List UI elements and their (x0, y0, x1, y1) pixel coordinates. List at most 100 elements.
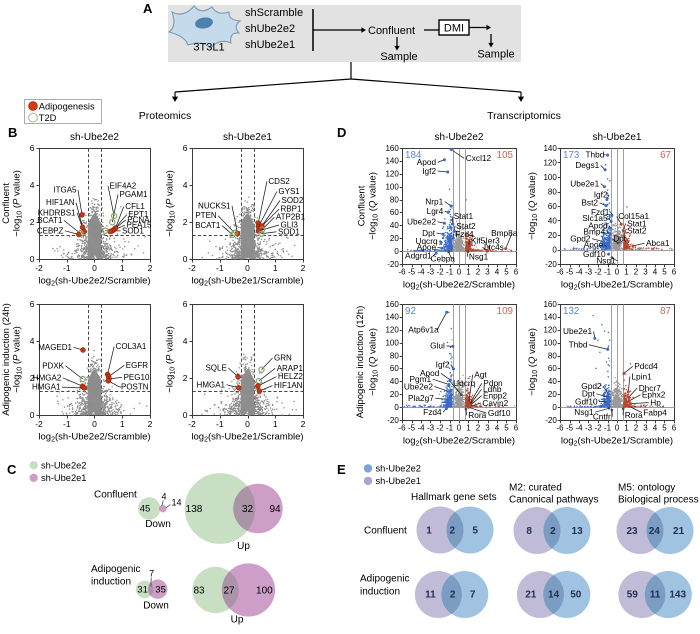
svg-text:-20: -20 (387, 416, 399, 425)
svg-text:−log10 (P value): −log10 (P value) (12, 326, 24, 393)
svg-text:D: D (337, 125, 346, 140)
svg-text:EIF4A2: EIF4A2 (110, 181, 137, 190)
svg-text:log2(sh-Ube2e2/Scramble): log2(sh-Ube2e2/Scramble) (403, 280, 515, 292)
svg-text:PTEN: PTEN (195, 211, 217, 220)
svg-text:−log10 (P value): −log10 (P value) (165, 326, 177, 393)
svg-text:Bmp8a: Bmp8a (491, 228, 518, 238)
svg-text:PEG10: PEG10 (124, 373, 150, 382)
svg-text:Adipogenesis: Adipogenesis (39, 101, 95, 111)
svg-text:2: 2 (301, 419, 306, 429)
svg-text:Ltc4s: Ltc4s (484, 242, 504, 252)
svg-text:Glul: Glul (430, 341, 445, 351)
svg-text:CFL1: CFL1 (125, 202, 145, 211)
svg-text:induction: induction (91, 577, 131, 588)
svg-text:Fzd4: Fzd4 (423, 407, 442, 417)
svg-text:140: 140 (543, 144, 557, 153)
svg-text:Ube2e1: Ube2e1 (563, 326, 592, 336)
svg-text:Cntfr: Cntfr (593, 412, 611, 422)
svg-text:sh-Ube2e1: sh-Ube2e1 (593, 132, 642, 143)
svg-text:40: 40 (390, 221, 399, 230)
svg-text:-5: -5 (566, 424, 574, 433)
svg-text:13: 13 (572, 526, 584, 537)
svg-text:EPT1: EPT1 (128, 210, 149, 219)
svg-text:0: 0 (183, 410, 188, 420)
svg-text:Cavin2: Cavin2 (482, 398, 508, 408)
svg-text:140: 140 (385, 313, 399, 322)
svg-text:Nsg1: Nsg1 (574, 407, 594, 417)
svg-text:2: 2 (30, 373, 35, 383)
svg-text:Lpin1: Lpin1 (631, 371, 652, 381)
svg-text:-3: -3 (427, 268, 435, 277)
svg-text:Bmp4: Bmp4 (583, 226, 605, 236)
svg-text:100: 100 (256, 586, 273, 597)
svg-text:5: 5 (504, 424, 509, 433)
svg-text:HMGA1: HMGA1 (197, 380, 226, 389)
svg-text:80: 80 (390, 351, 399, 360)
svg-text:-1: -1 (216, 419, 224, 429)
svg-text:24: 24 (649, 526, 661, 537)
svg-text:Ube2e2: Ube2e2 (407, 217, 436, 227)
svg-text:2: 2 (30, 217, 35, 227)
svg-text:20: 20 (548, 231, 557, 240)
svg-text:Atp6v1a: Atp6v1a (408, 325, 439, 335)
svg-text:E: E (337, 462, 346, 477)
svg-text:11: 11 (650, 590, 661, 601)
svg-text:ITGA5: ITGA5 (53, 186, 77, 195)
svg-text:Apod: Apod (417, 157, 437, 167)
svg-text:Hp: Hp (650, 397, 661, 407)
svg-text:6: 6 (183, 143, 188, 153)
svg-text:Col15a1: Col15a1 (618, 211, 649, 221)
svg-text:5: 5 (662, 424, 667, 433)
svg-text:Up: Up (231, 615, 244, 626)
svg-text:2: 2 (450, 590, 456, 601)
svg-text:Apod: Apod (588, 220, 608, 230)
svg-text:160: 160 (385, 300, 399, 309)
svg-text:0: 0 (457, 268, 462, 277)
svg-text:-2: -2 (594, 268, 602, 277)
svg-text:92: 92 (405, 306, 416, 317)
svg-text:Sample: Sample (380, 51, 417, 63)
svg-text:Adipogenic induction (12h): Adipogenic induction (12h) (355, 306, 366, 419)
svg-text:3: 3 (643, 268, 648, 277)
svg-text:HELZ2: HELZ2 (278, 372, 303, 381)
svg-text:C: C (7, 462, 17, 477)
svg-text:Bst2: Bst2 (581, 198, 598, 208)
svg-text:Pdpn: Pdpn (483, 378, 503, 388)
svg-text:Ephx2: Ephx2 (642, 390, 666, 400)
svg-text:4: 4 (495, 268, 500, 277)
svg-text:40: 40 (390, 377, 399, 386)
svg-text:21: 21 (525, 590, 537, 601)
svg-text:log2(sh-Ube2e1/Scramble): log2(sh-Ube2e1/Scramble) (191, 432, 303, 444)
svg-text:sh-Ube2e2: sh-Ube2e2 (435, 132, 484, 143)
svg-text:Dpt: Dpt (422, 228, 436, 238)
svg-text:14: 14 (548, 590, 560, 601)
svg-text:50: 50 (570, 590, 582, 601)
svg-text:−log10 (Q value): −log10 (Q value) (368, 172, 380, 240)
svg-text:0: 0 (394, 247, 399, 256)
svg-text:-2: -2 (188, 263, 196, 273)
svg-text:59: 59 (627, 590, 639, 601)
svg-text:2: 2 (634, 268, 639, 277)
svg-text:CEBPZ: CEBPZ (37, 226, 64, 235)
svg-text:1: 1 (624, 268, 629, 277)
svg-text:140: 140 (385, 157, 399, 166)
svg-text:2: 2 (476, 424, 481, 433)
svg-text:Gdf10: Gdf10 (583, 249, 606, 259)
svg-text:14: 14 (172, 498, 182, 508)
svg-text:Slc1a5: Slc1a5 (582, 213, 608, 223)
svg-text:MAGED1: MAGED1 (38, 343, 72, 352)
svg-text:1: 1 (624, 424, 629, 433)
svg-text:Stat2: Stat2 (456, 221, 476, 231)
svg-text:-1: -1 (604, 424, 612, 433)
svg-text:100: 100 (385, 339, 399, 348)
svg-text:Thbd: Thbd (569, 340, 588, 350)
svg-text:Abca1: Abca1 (646, 238, 670, 248)
svg-text:A: A (143, 1, 153, 16)
svg-text:5: 5 (662, 268, 667, 277)
svg-text:0: 0 (92, 419, 97, 429)
svg-text:-20: -20 (545, 416, 557, 425)
svg-text:-1: -1 (216, 263, 224, 273)
svg-text:3: 3 (643, 424, 648, 433)
svg-text:NUCKS1: NUCKS1 (198, 202, 231, 211)
svg-text:120: 120 (385, 170, 399, 179)
